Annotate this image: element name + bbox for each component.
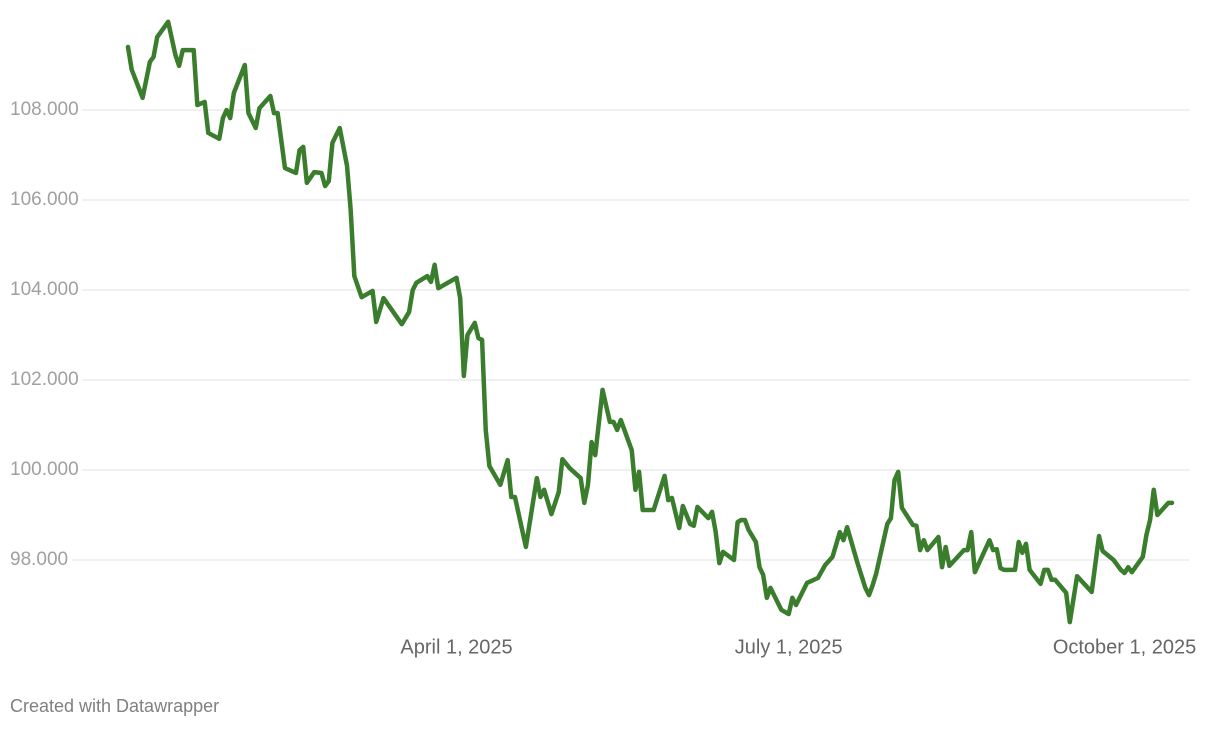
y-tick-label: 106.000 [10, 189, 79, 210]
label-bg [8, 98, 83, 122]
y-tick-label: 100.000 [10, 459, 79, 480]
label-bg [8, 548, 73, 572]
x-tick-label: July 1, 2025 [735, 636, 843, 658]
x-tick-label: October 1, 2025 [1053, 636, 1196, 658]
label-bg [8, 278, 83, 302]
y-tick-label: 98.000 [10, 549, 68, 570]
y-tick-label: 102.000 [10, 369, 79, 390]
label-bg [8, 458, 83, 482]
y-tick-label: 104.000 [10, 279, 79, 300]
line [125, 19, 1175, 625]
x-tick-label: April 1, 2025 [400, 636, 512, 658]
y-tick-label: 108.000 [10, 99, 79, 120]
label-bg [8, 368, 83, 392]
footer: Created with Datawrapper [10, 696, 219, 716]
label-bg [8, 188, 83, 212]
